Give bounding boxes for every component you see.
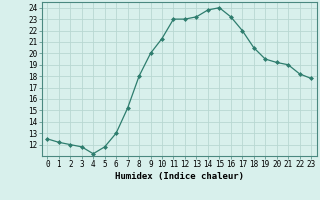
X-axis label: Humidex (Indice chaleur): Humidex (Indice chaleur) — [115, 172, 244, 181]
